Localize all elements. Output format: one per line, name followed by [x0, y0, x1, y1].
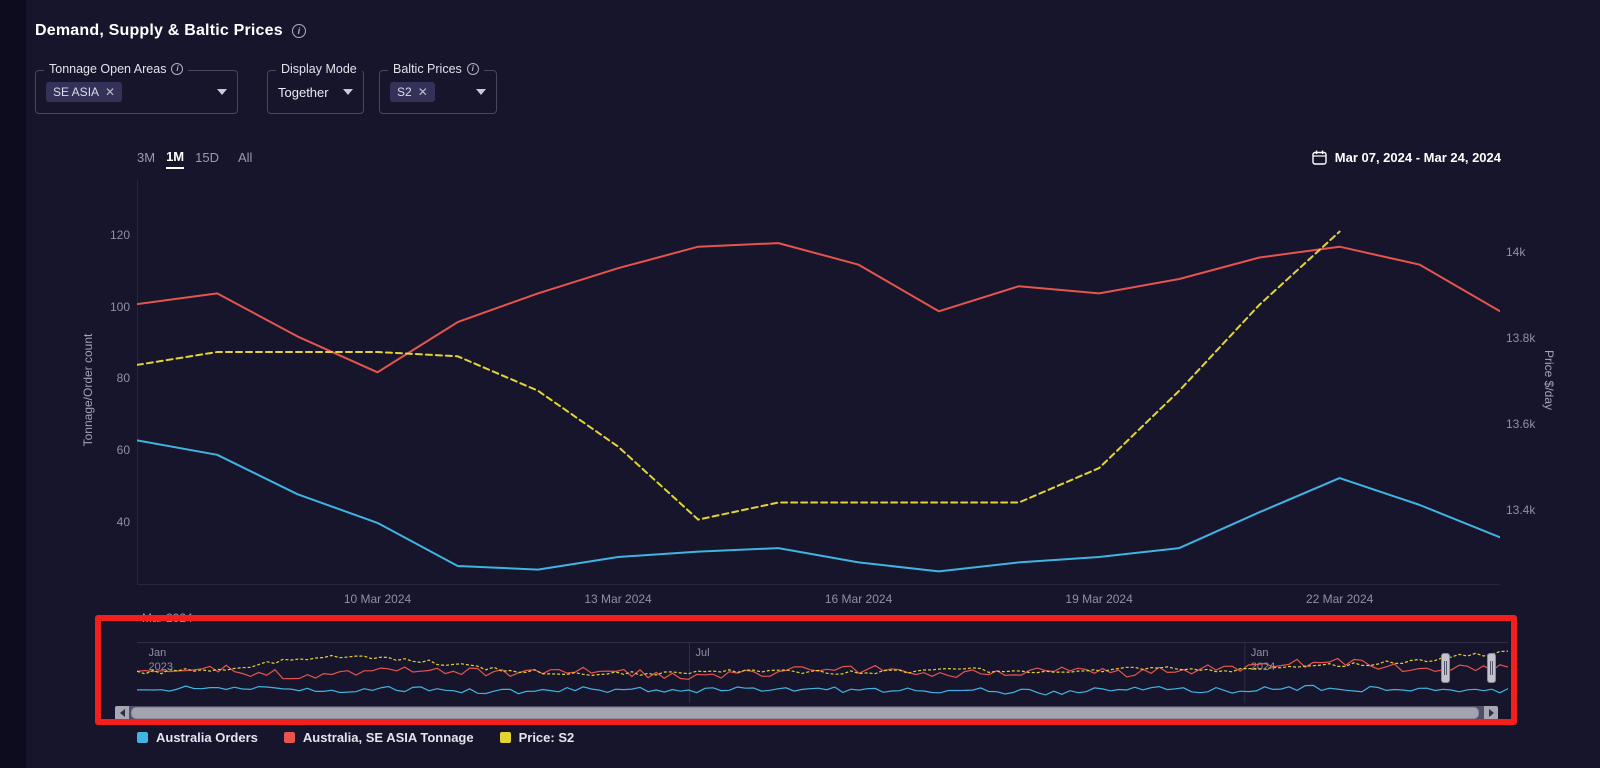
navigator-series-australia-se-asia-tonnage: [136, 657, 1509, 680]
chip-se-asia-close-icon[interactable]: ✕: [105, 85, 116, 99]
header: Demand, Supply & Baltic Prices i: [35, 22, 306, 40]
x-axis-tick-9: 16 Mar 2024: [824, 592, 893, 606]
left-edge-strip: [0, 0, 26, 768]
range-option-3m[interactable]: 3M: [137, 150, 156, 165]
chart-legend: Australia Orders Australia, SE ASIA Tonna…: [137, 730, 574, 745]
x-axis-month-label: Mar 2024: [142, 611, 193, 625]
range-selector: 3M 1M 15D All: [137, 149, 252, 169]
scrollbar-right-arrow[interactable]: [1484, 706, 1498, 720]
display-mode-label-text: Display Mode: [281, 62, 357, 76]
baltic-prices-select[interactable]: Baltic Prices i S2 ✕: [379, 62, 497, 114]
right-axis-tick-14k: 14k: [1506, 245, 1526, 260]
legend-swatch: [283, 732, 295, 743]
tonnage-open-areas-label: Tonnage Open Areas i: [44, 62, 189, 76]
x-axis-tick-15: 22 Mar 2024: [1305, 592, 1374, 606]
navigator-label-jul: Jul: [695, 647, 710, 659]
navigator-series-price-s2: [136, 650, 1509, 677]
chevron-down-icon[interactable]: [476, 89, 486, 95]
legend-swatch: [499, 732, 511, 743]
tonnage-open-areas-select[interactable]: Tonnage Open Areas i SE ASIA ✕: [35, 62, 238, 114]
navigator-series-australia-orders: [136, 684, 1509, 696]
chip-s2[interactable]: S2 ✕: [390, 82, 435, 102]
right-axis-tick-13.8k: 13.8k: [1506, 331, 1536, 346]
range-option-all[interactable]: All: [237, 150, 253, 165]
right-axis-tick-13.6k: 13.6k: [1506, 417, 1536, 432]
left-axis-tick-60: 60: [116, 443, 130, 458]
chip-se-asia-text: SE ASIA: [53, 85, 100, 99]
x-axis-tick-3: 10 Mar 2024: [343, 592, 412, 606]
chip-s2-close-icon[interactable]: ✕: [417, 85, 428, 99]
navigator-preview: [136, 643, 1509, 703]
chart-navigator[interactable]: Jan 2023 Jul Jan 2024: [136, 642, 1509, 703]
chip-s2-text: S2: [397, 85, 412, 99]
series-line-price-s2[interactable]: [137, 230, 1341, 521]
navigator-label-jan-2024: Jan 2024: [1250, 647, 1276, 673]
tonnage-open-areas-label-text: Tonnage Open Areas: [49, 62, 167, 76]
calendar-icon: [1312, 150, 1327, 165]
range-option-1m[interactable]: 1M: [166, 149, 185, 169]
series-line-australia-orders[interactable]: [137, 439, 1500, 573]
navigator-left-handle[interactable]: [1441, 653, 1450, 683]
baltic-prices-label: Baltic Prices i: [388, 62, 484, 76]
scrollbar-thumb[interactable]: [131, 707, 1479, 719]
left-axis-tick-40: 40: [116, 514, 130, 529]
left-axis-tick-100: 100: [109, 299, 130, 314]
scrollbar-left-arrow[interactable]: [115, 706, 129, 720]
tonnage-info-icon[interactable]: i: [171, 63, 184, 75]
chevron-down-icon[interactable]: [217, 89, 227, 95]
main-chart[interactable]: [137, 180, 1500, 585]
date-range-text: Mar 07, 2024 - Mar 24, 2024: [1334, 150, 1501, 165]
legend-swatch: [137, 732, 148, 743]
horizontal-scrollbar[interactable]: [115, 706, 1498, 720]
display-mode-select[interactable]: Display Mode Together: [267, 62, 364, 114]
legend-label: Australia, SE ASIA Tonnage: [302, 730, 474, 745]
range-option-15d[interactable]: 15D: [195, 150, 219, 165]
left-axis-tick-120: 120: [109, 227, 130, 242]
x-axis-tick-6: 13 Mar 2024: [584, 592, 652, 606]
right-axis-tick-13.4k: 13.4k: [1506, 503, 1536, 518]
legend-item-australia-orders[interactable]: Australia Orders: [137, 730, 258, 745]
legend-label: Australia Orders: [156, 730, 258, 745]
page-title: Demand, Supply & Baltic Prices: [35, 22, 283, 39]
legend-label: Price: S2: [518, 730, 575, 745]
series-line-australia-se-asia-tonnage[interactable]: [137, 242, 1500, 374]
date-range-picker[interactable]: Mar 07, 2024 - Mar 24, 2024: [1312, 150, 1501, 165]
chip-se-asia[interactable]: SE ASIA ✕: [46, 82, 123, 102]
baltic-prices-label-text: Baltic Prices: [393, 62, 462, 76]
navigator-label-jan-2023: Jan 2023: [148, 647, 173, 673]
title-info-icon[interactable]: i: [291, 24, 306, 38]
legend-item-australia-se-asia-tonnage[interactable]: Australia, SE ASIA Tonnage: [283, 730, 474, 745]
left-axis-tick-80: 80: [116, 371, 130, 386]
display-mode-value: Together: [278, 84, 329, 100]
legend-item-price-s2[interactable]: Price: S2: [499, 730, 575, 745]
baltic-info-icon[interactable]: i: [466, 63, 479, 75]
display-mode-label: Display Mode: [276, 62, 362, 76]
navigator-right-handle[interactable]: [1487, 653, 1496, 683]
chevron-down-icon[interactable]: [343, 89, 353, 95]
x-axis-tick-12: 19 Mar 2024: [1065, 592, 1133, 606]
